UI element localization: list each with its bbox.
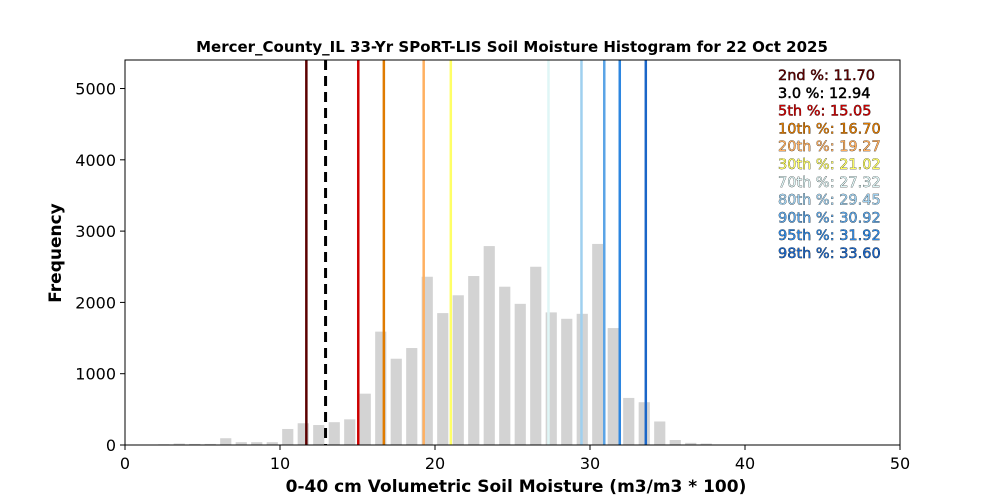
y-tick-label: 3000 bbox=[75, 222, 116, 241]
histogram-bar bbox=[700, 443, 712, 445]
histogram-bar bbox=[282, 428, 294, 445]
histogram-bar bbox=[375, 331, 387, 445]
y-tick-label: 0 bbox=[106, 436, 116, 455]
histogram-bar bbox=[514, 303, 526, 445]
legend-entry: 20th %: 19.27 bbox=[778, 139, 881, 155]
legend-entry: 3.0 %: 12.94 bbox=[778, 86, 870, 102]
histogram-bar bbox=[220, 438, 232, 445]
x-axis-ticks: 0 10 20 30 40 50 bbox=[120, 445, 910, 473]
histogram-bar bbox=[297, 423, 309, 445]
y-axis-ticks: 0 1000 2000 3000 4000 5000 bbox=[75, 80, 125, 455]
histogram-bar bbox=[235, 442, 247, 445]
legend-entry: 95th %: 31.92 bbox=[778, 228, 881, 244]
histogram-bar bbox=[437, 313, 449, 445]
legend-entry: 80th %: 29.45 bbox=[778, 193, 881, 209]
y-tick-label: 1000 bbox=[75, 365, 116, 384]
histogram-bar bbox=[545, 312, 557, 445]
histogram-bar bbox=[406, 348, 418, 445]
legend-entry: 30th %: 21.02 bbox=[778, 157, 881, 173]
x-tick-label: 40 bbox=[735, 454, 755, 473]
histogram-bar bbox=[189, 443, 201, 445]
histogram-bar bbox=[685, 442, 697, 445]
x-tick-label: 20 bbox=[425, 454, 445, 473]
histogram-bar bbox=[328, 422, 340, 445]
histogram-bar bbox=[173, 443, 185, 445]
x-tick-label: 10 bbox=[270, 454, 290, 473]
histogram-bar bbox=[390, 358, 402, 445]
histogram-bar bbox=[344, 419, 356, 445]
histogram-bar bbox=[530, 266, 542, 445]
legend-entry: 98th %: 33.60 bbox=[778, 246, 881, 262]
percentile-legend: 2nd %: 11.70 3.0 %: 12.94 5th %: 15.0510th… bbox=[778, 68, 881, 263]
x-tick-label: 30 bbox=[580, 454, 600, 473]
histogram-bar bbox=[638, 402, 650, 445]
y-tick-label: 2000 bbox=[75, 293, 116, 312]
y-tick-label: 4000 bbox=[75, 151, 116, 170]
histogram-bar bbox=[607, 328, 619, 445]
x-tick-label: 50 bbox=[890, 454, 910, 473]
histogram-bars bbox=[158, 243, 712, 445]
legend-entry: 90th %: 30.92 bbox=[778, 210, 881, 226]
y-tick-label: 5000 bbox=[75, 80, 116, 99]
histogram-bar bbox=[313, 425, 325, 445]
histogram-bar bbox=[654, 421, 666, 445]
histogram-bar bbox=[452, 295, 464, 445]
histogram-bar bbox=[592, 243, 604, 445]
chart-title: Mercer_County_IL 33-Yr SPoRT-LIS Soil Mo… bbox=[196, 38, 828, 56]
histogram-bar bbox=[623, 397, 635, 445]
x-axis-label: 0-40 cm Volumetric Soil Moisture (m3/m3 … bbox=[286, 477, 747, 497]
histogram-bar bbox=[421, 276, 433, 445]
histogram-bar bbox=[204, 443, 216, 445]
histogram-bar bbox=[561, 318, 573, 445]
plot-frame bbox=[124, 59, 901, 446]
histogram-bar bbox=[251, 442, 263, 445]
percentile-lines bbox=[305, 60, 648, 445]
legend-entry: 10th %: 16.70 bbox=[778, 121, 881, 137]
histogram-bar bbox=[499, 286, 511, 445]
histogram-bar bbox=[468, 276, 480, 445]
histogram-bar bbox=[669, 440, 681, 445]
x-tick-label: 0 bbox=[120, 454, 130, 473]
legend-entry: 5th %: 15.05 bbox=[778, 104, 872, 120]
histogram-bar bbox=[266, 442, 278, 445]
legend-entry: 70th %: 27.32 bbox=[778, 175, 881, 191]
legend-entry: 2nd %: 11.70 bbox=[778, 68, 875, 84]
histogram-bar bbox=[359, 393, 371, 445]
y-axis-label: Frequency bbox=[46, 203, 66, 303]
histogram-bar bbox=[483, 246, 495, 445]
